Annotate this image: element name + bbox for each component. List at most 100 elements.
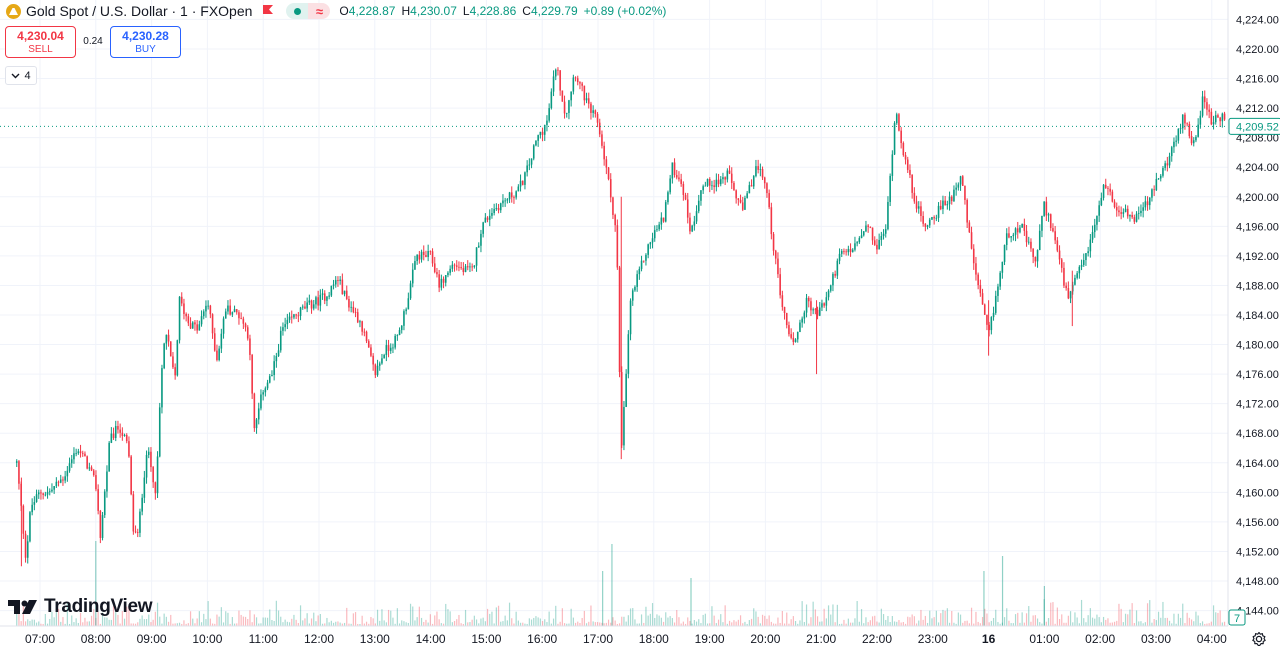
candle-body bbox=[328, 295, 330, 297]
candle-body bbox=[876, 244, 878, 250]
candle-body bbox=[779, 274, 781, 296]
volume-bar bbox=[973, 623, 975, 626]
candle-body bbox=[882, 233, 885, 236]
candle-body bbox=[887, 201, 889, 230]
candle-body bbox=[1217, 115, 1219, 118]
volume-bar bbox=[1008, 620, 1010, 626]
volume-bar bbox=[253, 614, 255, 626]
volume-bar bbox=[546, 622, 548, 626]
market-status[interactable]: ≈ bbox=[286, 3, 331, 19]
candle-body bbox=[396, 335, 399, 336]
candle-body bbox=[345, 290, 348, 299]
candle-body bbox=[726, 170, 729, 180]
indicators-toggle-button[interactable]: 4 bbox=[5, 66, 37, 85]
chart-settings-gear-icon[interactable] bbox=[1251, 631, 1267, 652]
volume-bar bbox=[902, 621, 904, 626]
volume-bar bbox=[1195, 611, 1197, 626]
volume-bar bbox=[361, 615, 363, 626]
sell-price: 4,230.04 bbox=[17, 29, 64, 43]
candle-body bbox=[436, 272, 438, 275]
candle-body bbox=[477, 245, 480, 248]
candle-body bbox=[1096, 215, 1098, 225]
candle-body bbox=[1008, 233, 1010, 238]
candle-body bbox=[317, 297, 319, 306]
candle-body bbox=[251, 354, 253, 394]
candle-body bbox=[1115, 207, 1118, 211]
candle-body bbox=[145, 454, 148, 478]
y-tick-label: 4,172.00 bbox=[1236, 399, 1279, 411]
volume-bar bbox=[863, 623, 865, 626]
volume-bar bbox=[346, 607, 348, 626]
candle-body bbox=[48, 491, 51, 493]
candle-body bbox=[271, 374, 273, 377]
candle-body bbox=[187, 316, 190, 324]
candle-body bbox=[66, 470, 69, 477]
candle-body bbox=[517, 186, 520, 192]
volume-bar bbox=[724, 605, 726, 626]
volume-bar bbox=[401, 620, 403, 626]
volume-bar bbox=[1182, 603, 1184, 626]
volume-bar bbox=[838, 623, 841, 626]
tradingview-logo[interactable]: TradingView bbox=[8, 596, 153, 618]
volume-bar bbox=[1003, 617, 1006, 626]
close-value: 4,229.79 bbox=[530, 4, 578, 18]
volume-bar bbox=[445, 603, 447, 626]
candle-body bbox=[143, 477, 146, 498]
volume-bar bbox=[797, 623, 799, 626]
volume-bar bbox=[812, 601, 814, 626]
volume-bar bbox=[680, 623, 682, 626]
candle-body bbox=[1177, 128, 1180, 141]
candle-body bbox=[163, 343, 165, 369]
volume-bar bbox=[882, 614, 885, 626]
volume-bar bbox=[632, 608, 634, 626]
candle-body bbox=[565, 112, 568, 114]
volume-bar bbox=[819, 621, 821, 626]
volume-bar bbox=[269, 609, 271, 626]
volume-bar bbox=[977, 621, 979, 626]
candle-body bbox=[953, 189, 955, 202]
candle-body bbox=[288, 316, 291, 320]
candle-body bbox=[339, 279, 341, 282]
candle-body bbox=[464, 266, 467, 273]
candle-body bbox=[601, 134, 603, 146]
open-value: 4,228.87 bbox=[348, 4, 396, 18]
volume-bar bbox=[24, 621, 27, 626]
flag-icon[interactable] bbox=[262, 3, 274, 19]
candle-body bbox=[154, 482, 157, 494]
sell-button[interactable]: 4,230.04 SELL bbox=[5, 26, 76, 58]
volume-bar bbox=[126, 606, 128, 626]
volume-bar bbox=[97, 611, 99, 626]
volume-bar bbox=[1076, 617, 1078, 626]
delayed-data-wave-icon: ≈ bbox=[308, 3, 331, 19]
candle-body bbox=[35, 494, 38, 503]
volume-bar bbox=[616, 623, 618, 626]
candle-body bbox=[937, 205, 940, 218]
candle-body bbox=[986, 314, 988, 325]
volume-bar bbox=[678, 617, 680, 626]
volume-bar bbox=[625, 621, 627, 626]
symbol-title[interactable]: Gold Spot / U.S. Dollar · 1 · FXOpen bbox=[26, 3, 253, 19]
volume-bar bbox=[434, 615, 436, 626]
candle-body bbox=[1032, 248, 1034, 257]
candle-body bbox=[647, 244, 649, 255]
volume-bar bbox=[611, 544, 613, 626]
buy-button[interactable]: 4,230.28 BUY bbox=[110, 26, 181, 58]
candle-body bbox=[1054, 231, 1056, 241]
candle-body bbox=[840, 250, 843, 254]
volume-bar bbox=[957, 612, 959, 626]
volume-bar bbox=[1208, 623, 1210, 626]
candle-body bbox=[656, 229, 658, 231]
candle-body bbox=[427, 251, 429, 257]
volume-bar bbox=[761, 614, 764, 626]
candle-body bbox=[763, 177, 766, 184]
candle-body bbox=[1065, 285, 1067, 289]
candle-body bbox=[1041, 215, 1043, 231]
volume-bar bbox=[159, 616, 161, 626]
volume-bar bbox=[1113, 621, 1116, 626]
volume-bar bbox=[260, 623, 262, 626]
candle-body bbox=[719, 179, 722, 185]
volume-bar bbox=[1221, 622, 1223, 626]
candle-body bbox=[337, 280, 339, 282]
candle-body bbox=[326, 296, 328, 301]
